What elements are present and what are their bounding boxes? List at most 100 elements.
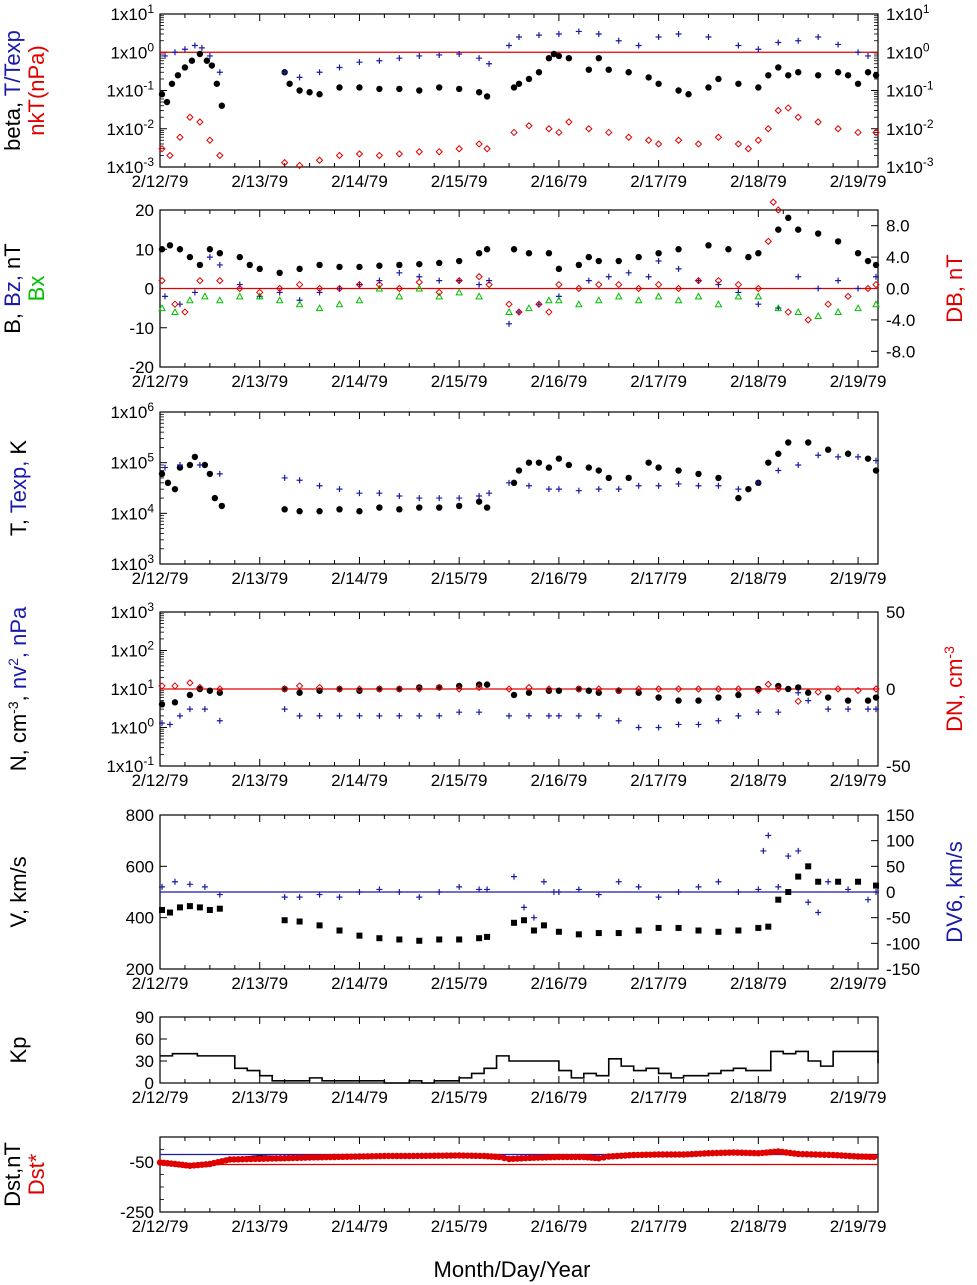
y-axis-label: nkT(nPa) (24, 45, 49, 135)
data-point (615, 280, 623, 289)
x-tick-label: 2/18/79 (730, 569, 787, 588)
data-point (376, 685, 383, 693)
x-axis-title: Month/Day/Year (434, 1257, 591, 1282)
data-point (375, 280, 384, 289)
data-point (873, 273, 880, 280)
data-point (171, 308, 179, 316)
x-tick-label: 2/13/79 (231, 372, 288, 391)
data-point (276, 269, 283, 276)
y-tick-label-right: 50 (886, 603, 905, 622)
data-point (555, 455, 563, 462)
data-point (765, 923, 772, 930)
data-point (218, 102, 226, 109)
x-tick-label: 2/14/79 (331, 771, 388, 790)
data-point (545, 687, 553, 694)
data-point (555, 687, 563, 694)
data-point (654, 280, 663, 289)
data-point (760, 847, 767, 854)
data-point (476, 935, 483, 942)
data-point (864, 284, 872, 293)
data-point (336, 712, 343, 719)
data-point (735, 42, 742, 49)
data-point (376, 490, 383, 497)
data-point (455, 685, 463, 693)
x-tick-label: 2/14/79 (331, 1088, 388, 1107)
data-point (694, 685, 703, 693)
data-point (281, 506, 288, 513)
data-point (585, 687, 593, 694)
data-point (585, 66, 593, 73)
data-point (675, 467, 682, 474)
data-point (335, 151, 344, 160)
data-point (163, 98, 171, 106)
data-point (834, 238, 842, 245)
data-point (500, 1154, 508, 1162)
data-point (754, 284, 763, 293)
data-point (574, 300, 583, 308)
data-point (336, 84, 343, 91)
data-point (575, 284, 583, 293)
data-point (855, 878, 862, 885)
data-point (196, 683, 204, 692)
x-tick-label: 2/12/79 (132, 372, 189, 391)
data-point (525, 689, 533, 696)
data-point (535, 459, 543, 466)
data-point (281, 706, 288, 713)
data-point (476, 709, 483, 716)
data-point (775, 709, 782, 716)
data-point (595, 280, 603, 289)
x-tick-label: 2/15/79 (431, 372, 488, 391)
data-point (705, 84, 712, 91)
data-point (376, 886, 383, 893)
data-point (476, 281, 483, 288)
data-point (835, 453, 842, 460)
data-point (715, 474, 722, 482)
y-tick-label: -50 (129, 1153, 154, 1172)
data-point (545, 464, 553, 471)
data-point (436, 712, 443, 719)
y-tick-label: 1x10-2 (106, 117, 154, 139)
data-point (436, 51, 443, 58)
data-point (575, 487, 582, 494)
data-point (575, 28, 582, 35)
y-tick-label: -20 (129, 358, 154, 377)
data-point (585, 464, 593, 471)
data-point (795, 847, 802, 854)
data-point (396, 55, 403, 62)
data-point (525, 482, 532, 489)
data-point (166, 242, 174, 249)
data-point (714, 685, 723, 693)
data-point (765, 832, 772, 839)
data-point (206, 52, 213, 59)
data-point (744, 145, 753, 153)
data-point (714, 300, 723, 308)
panel-n: 2/12/79 2/13/79 2/14/79 2/15/79 2/16/79 2/17/… (5, 600, 967, 790)
data-point (168, 80, 176, 87)
data-point (336, 64, 343, 71)
data-point (615, 486, 622, 493)
data-point (834, 125, 842, 133)
data-point (804, 439, 812, 446)
series-0 (158, 863, 880, 944)
data-point (516, 309, 522, 316)
data-point (456, 883, 463, 890)
data-point (872, 280, 880, 289)
y-tick-label: 1x106 (110, 400, 154, 422)
panel-frame (159, 411, 879, 565)
data-point (436, 504, 443, 511)
data-point (186, 253, 194, 261)
data-point (585, 253, 593, 261)
data-point (695, 721, 702, 728)
data-point (614, 292, 623, 300)
data-point (280, 685, 289, 693)
data-point (555, 296, 563, 304)
data-point (435, 683, 443, 692)
x-tick-label: 2/13/79 (231, 1217, 288, 1236)
data-point (815, 909, 822, 916)
data-point (483, 93, 491, 100)
x-tick-label: 2/17/79 (630, 172, 687, 191)
data-point (396, 936, 403, 943)
data-point (873, 706, 880, 713)
data-point (356, 889, 363, 895)
data-point (595, 257, 602, 265)
